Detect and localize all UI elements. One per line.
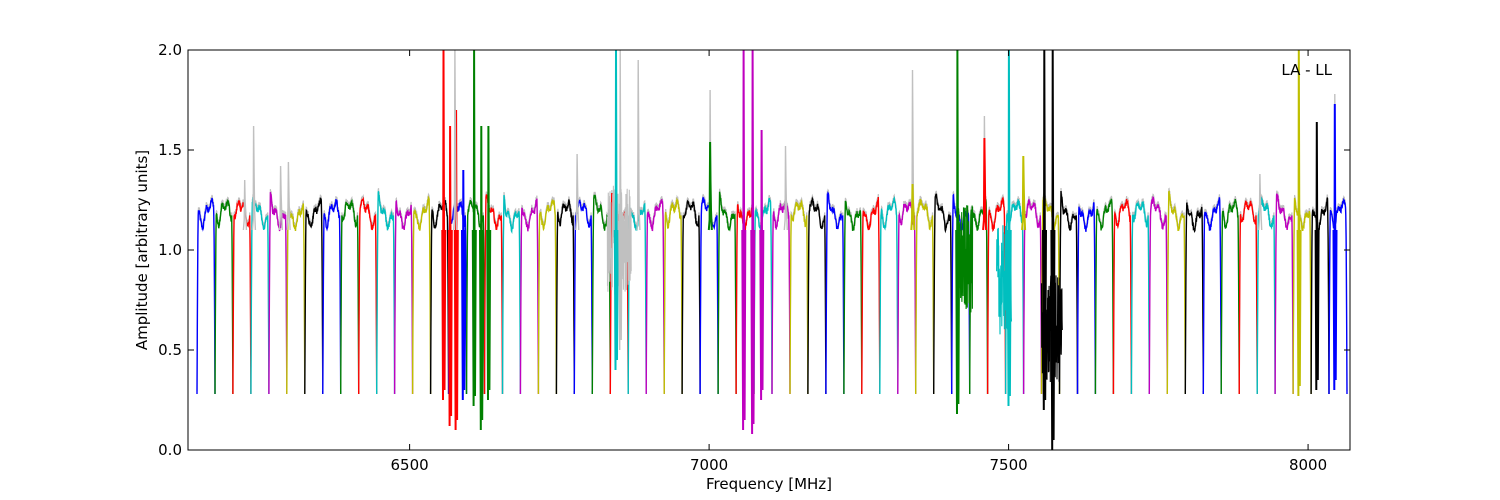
- y-tick-label: 0.5: [158, 341, 182, 359]
- channel-line: [879, 196, 899, 395]
- channel-line: [1112, 198, 1133, 395]
- y-tick-label: 1.5: [158, 141, 182, 159]
- x-tick-label: 6500: [391, 456, 429, 474]
- channel-line: [1328, 197, 1348, 395]
- channel-line: [861, 196, 881, 395]
- channel-line: [1148, 195, 1169, 395]
- spike-line: [1314, 121, 1320, 391]
- channel-line: [1274, 193, 1294, 395]
- channel-shadow-line: [591, 191, 611, 392]
- spike-line: [278, 165, 283, 231]
- y-axis: 0.0 0.5 1.0 1.5 2.0: [158, 41, 1350, 459]
- spike-line: [1258, 173, 1263, 231]
- channel-line: [393, 199, 414, 395]
- y-axis-label: Amplitude [arbitrary units]: [133, 150, 151, 350]
- x-tick-label: 7500: [989, 456, 1027, 474]
- channel-line: [843, 200, 863, 395]
- channel-shadow-line: [1328, 194, 1348, 392]
- channel-shadow-line: [645, 196, 665, 392]
- spike-line: [479, 125, 484, 431]
- x-tick-label: 8000: [1289, 456, 1327, 474]
- spike-line: [1332, 103, 1338, 391]
- channel-line: [717, 191, 737, 395]
- channel-line: [214, 198, 234, 395]
- spike-line: [575, 153, 580, 231]
- channel-line: [1202, 197, 1222, 395]
- spike-line: [783, 145, 788, 231]
- channel-line: [933, 193, 953, 395]
- x-tick-label: 7000: [690, 456, 728, 474]
- channel-line: [358, 196, 378, 395]
- channel-line: [429, 200, 450, 395]
- channel-line: [304, 197, 324, 395]
- spike-line: [486, 125, 492, 401]
- channel-line: [1076, 202, 1097, 395]
- spike-line: [1021, 155, 1027, 231]
- spike-line: [461, 169, 466, 401]
- annotation-label: LA - LL: [1281, 61, 1332, 79]
- channel-shadow-line: [1238, 197, 1258, 392]
- spike-line: [613, 50, 619, 371]
- spike-line: [1006, 50, 1012, 407]
- channel-line: [1184, 202, 1205, 395]
- channel-line: [268, 192, 288, 395]
- spike-line: [251, 125, 257, 231]
- spike-line: [447, 125, 453, 427]
- spike-line: [1042, 50, 1047, 411]
- plot-area: [188, 50, 1350, 450]
- spike-line: [707, 141, 713, 231]
- noise-line: [957, 205, 974, 315]
- channel-line: [411, 195, 432, 395]
- channel-line: [555, 199, 575, 395]
- spike-line: [759, 129, 765, 401]
- channel-line: [645, 198, 665, 395]
- channel-line: [537, 199, 558, 395]
- spike-line: [636, 59, 641, 231]
- y-tick-label: 1.0: [158, 241, 182, 259]
- channel-line: [1292, 197, 1312, 395]
- channel-line: [1238, 200, 1258, 395]
- spike-line: [1296, 50, 1302, 397]
- spike-line: [955, 50, 961, 415]
- spike-line: [242, 179, 248, 231]
- channel-line: [232, 199, 252, 395]
- channel-line: [519, 198, 540, 395]
- channel-line: [1094, 198, 1115, 395]
- channel-line: [663, 197, 683, 395]
- channel-line: [1130, 200, 1151, 395]
- channel-line: [196, 197, 216, 395]
- y-tick-label: 0.0: [158, 441, 182, 459]
- channel-line: [501, 195, 522, 395]
- series-layer: [196, 50, 1348, 450]
- channel-line: [1220, 198, 1240, 395]
- spike-line: [982, 137, 988, 231]
- channel-line: [915, 198, 935, 395]
- channel-line: [340, 198, 360, 395]
- channel-line: [825, 191, 845, 395]
- channel-line: [1058, 190, 1079, 395]
- spike-line: [452, 50, 458, 231]
- channel-line: [753, 197, 773, 395]
- channel-line: [789, 199, 809, 395]
- y-tick-label: 2.0: [158, 41, 182, 59]
- spike-line: [750, 50, 756, 435]
- channel-line: [681, 199, 701, 395]
- channel-line: [1166, 190, 1187, 395]
- channel-line: [322, 199, 342, 395]
- x-axis: 6500 7000 7500 8000: [391, 50, 1327, 474]
- x-axis-label: Frequency [MHz]: [706, 475, 832, 493]
- spike-line: [618, 50, 623, 351]
- spike-line: [910, 183, 916, 231]
- spike-line: [441, 50, 447, 401]
- spike-line: [286, 161, 291, 231]
- channel-line: [1310, 197, 1330, 395]
- channel-line: [376, 191, 396, 395]
- channel-line: [1022, 199, 1043, 395]
- channel-line: [807, 196, 827, 395]
- spike-line: [471, 50, 477, 407]
- spike-line: [1050, 50, 1056, 450]
- spike-line: [741, 50, 747, 431]
- channel-line: [986, 196, 1007, 395]
